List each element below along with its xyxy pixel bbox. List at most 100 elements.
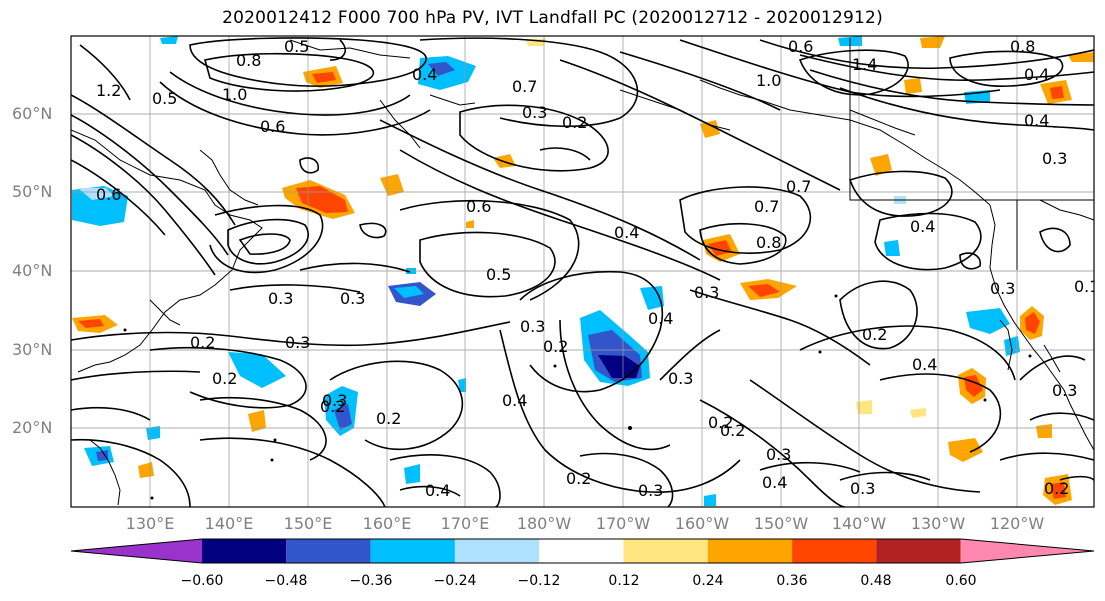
contour-label: 0.4 [425,481,450,500]
negative-anomaly-patch [334,404,352,430]
colorbar-segment [707,539,793,563]
colorbar-segment [454,539,540,563]
positive-anomaly-patch [1050,482,1066,499]
contour-label: 0.3 [322,391,347,410]
contour-label: 0.2 [566,469,591,488]
contour-label: 0.7 [512,77,537,96]
lat-label: 60°N [12,104,53,123]
lon-label: 140°E [204,514,254,533]
negative-anomaly-patch [428,62,455,76]
contour-label: 0.1 [1074,277,1099,296]
contour-label: 0.3 [340,289,365,308]
contour-label: 0.4 [502,391,527,410]
lat-label: 40°N [12,261,53,280]
contour-label: 0.6 [260,117,285,136]
negative-anomaly-patch [96,450,108,461]
contour-label: 0.2 [320,397,345,416]
contour-label: 0.2 [543,337,568,356]
positive-anomaly-patch [466,220,474,228]
colorbar-tick-label: −0.48 [264,573,308,589]
contour-label: 0.4 [912,355,937,374]
contour-label-layer: 0.5 0.8 1.0 0.6 0.4 0.3 0.2 0.7 1.4 0.8 … [96,37,1099,500]
lat-label: 20°N [12,418,53,437]
colorbar-extend-high [961,539,1094,563]
colorbar-tick-label: 0.12 [608,573,640,589]
contour-label: 0.8 [1010,37,1035,56]
contour-label: 0.4 [412,65,437,84]
positive-anomaly-patch [312,72,336,83]
contour-label: 0.2 [562,113,587,132]
contour-label: 0.4 [648,309,673,328]
colorbar-extend-low [71,539,202,563]
positive-anomaly-patch [493,154,516,168]
positive-anomaly-patch [1025,312,1040,334]
negative-anomaly-patch [78,188,114,200]
contour-label: 1.0 [222,85,247,104]
contour-label: 0.2 [190,333,215,352]
contour-label: 0.4 [614,223,639,242]
negative-anomaly-patch [884,240,900,256]
contour-label: 0.2 [862,325,887,344]
positive-anomaly-patch [78,319,104,328]
lon-label: 180°W [516,514,572,533]
colorbar-segment [286,539,371,563]
contour-label: 0.4 [1024,111,1049,130]
contour-label: 0.7 [754,197,779,216]
contour-label: 0.6 [96,185,121,204]
lon-label: 160°W [674,514,730,533]
contour-label: 0.8 [236,51,261,70]
positive-anomaly-patch [296,186,348,213]
contour-label: 0.2 [376,409,401,428]
negative-anomaly-patch [404,464,420,484]
graticule [71,36,1094,507]
contour-label: 1.2 [96,81,121,100]
negative-anomaly-patch [704,494,716,506]
positive-anomaly-patch [248,410,266,432]
negative-anomaly-patch [160,36,178,44]
contour-label: 0.3 [850,479,875,498]
contour-label: 0.3 [766,445,791,464]
lat-label: 50°N [12,182,53,201]
lon-label: 130°E [125,514,175,533]
colorbar-segment [876,539,961,563]
lon-label: 130°W [910,514,966,533]
small-contour-features [123,294,1032,500]
contour-label: 0.3 [638,481,663,500]
contour-label: 0.3 [1042,149,1067,168]
contour-label: 0.4 [910,217,935,236]
contour-label: 0.6 [466,197,491,216]
contour-label: 0.3 [522,103,547,122]
contour-label: 0.6 [788,37,813,56]
negative-anomaly-patch [394,286,424,298]
lon-label: 160°E [362,514,412,533]
colorbar-tick-label: −0.36 [349,573,393,589]
positive-anomaly-patch [904,78,922,94]
negative-anomaly-patch [1004,336,1020,356]
colorbar-outline [70,538,1095,564]
negative-anomaly-patch [598,355,640,378]
map-title: 2020012412 F000 700 hPa PV, IVT Landfall… [222,8,883,28]
negative-anomaly-patch [966,308,1010,334]
lat-label: 30°N [12,340,53,359]
colorbar-segment [792,539,877,563]
lon-label: 140°W [831,514,887,533]
colorbar-segment [370,539,455,563]
positive-anomaly-patch [1036,424,1052,438]
coastline-layer [71,38,1094,506]
lon-label: 120°W [989,514,1045,533]
contour-label: 0.4 [1024,65,1049,84]
contour-label: 0.8 [756,233,781,252]
contour-label: 0.3 [990,279,1015,298]
positive-anomaly-patch [856,400,872,414]
colorbar-tick-label: 0.60 [945,573,977,589]
contour-label: 1.4 [852,55,877,74]
positive-anomaly-patch [700,120,720,138]
positive-anomaly-patch [138,462,154,478]
positive-anomaly-patch [910,408,926,418]
contour-label: 0.3 [694,283,719,302]
positive-anomaly-patch [870,154,892,176]
colorbar-tick-label: 0.36 [776,573,808,589]
negative-anomaly-patch [640,286,664,310]
contour-label: 0.5 [152,89,177,108]
